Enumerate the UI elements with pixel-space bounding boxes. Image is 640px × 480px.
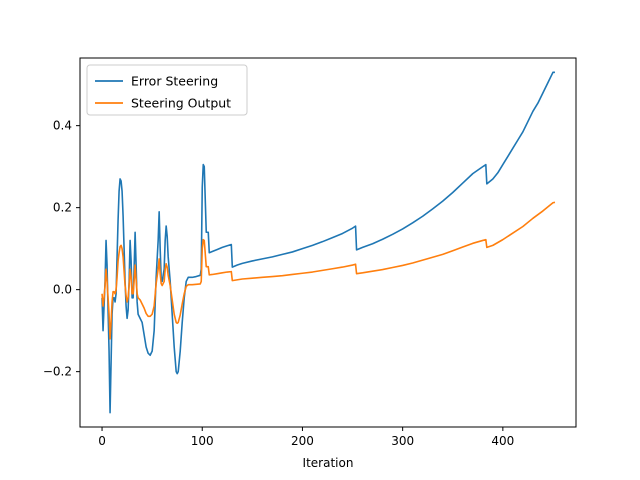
- y-tick-label: 0.2: [53, 201, 72, 215]
- legend-box: [86, 64, 248, 116]
- x-tick-label: 0: [98, 434, 106, 448]
- legend-label-2: Steering Output: [131, 96, 231, 111]
- series-line-1: [101, 71, 555, 414]
- legend-label-1: Error Steering: [131, 74, 218, 89]
- series-line-2: [101, 201, 556, 340]
- x-axis-label: Iteration: [303, 456, 354, 470]
- y-axis: −0.2 0.0 0.2 0.4: [43, 119, 80, 379]
- y-tick-label: 0.0: [53, 283, 72, 297]
- plot-area: [79, 57, 577, 428]
- x-tick-label: 200: [291, 434, 314, 448]
- x-tick-label: 400: [491, 434, 514, 448]
- x-tick-label: 100: [191, 434, 214, 448]
- legend: Error Steering Steering Output: [86, 64, 248, 116]
- y-tick-label: −0.2: [43, 365, 72, 379]
- x-axis: 0 100 200 300 400: [98, 427, 514, 448]
- y-tick-label: 0.4: [53, 119, 72, 133]
- series-layer: [101, 71, 556, 414]
- x-tick-label: 300: [391, 434, 414, 448]
